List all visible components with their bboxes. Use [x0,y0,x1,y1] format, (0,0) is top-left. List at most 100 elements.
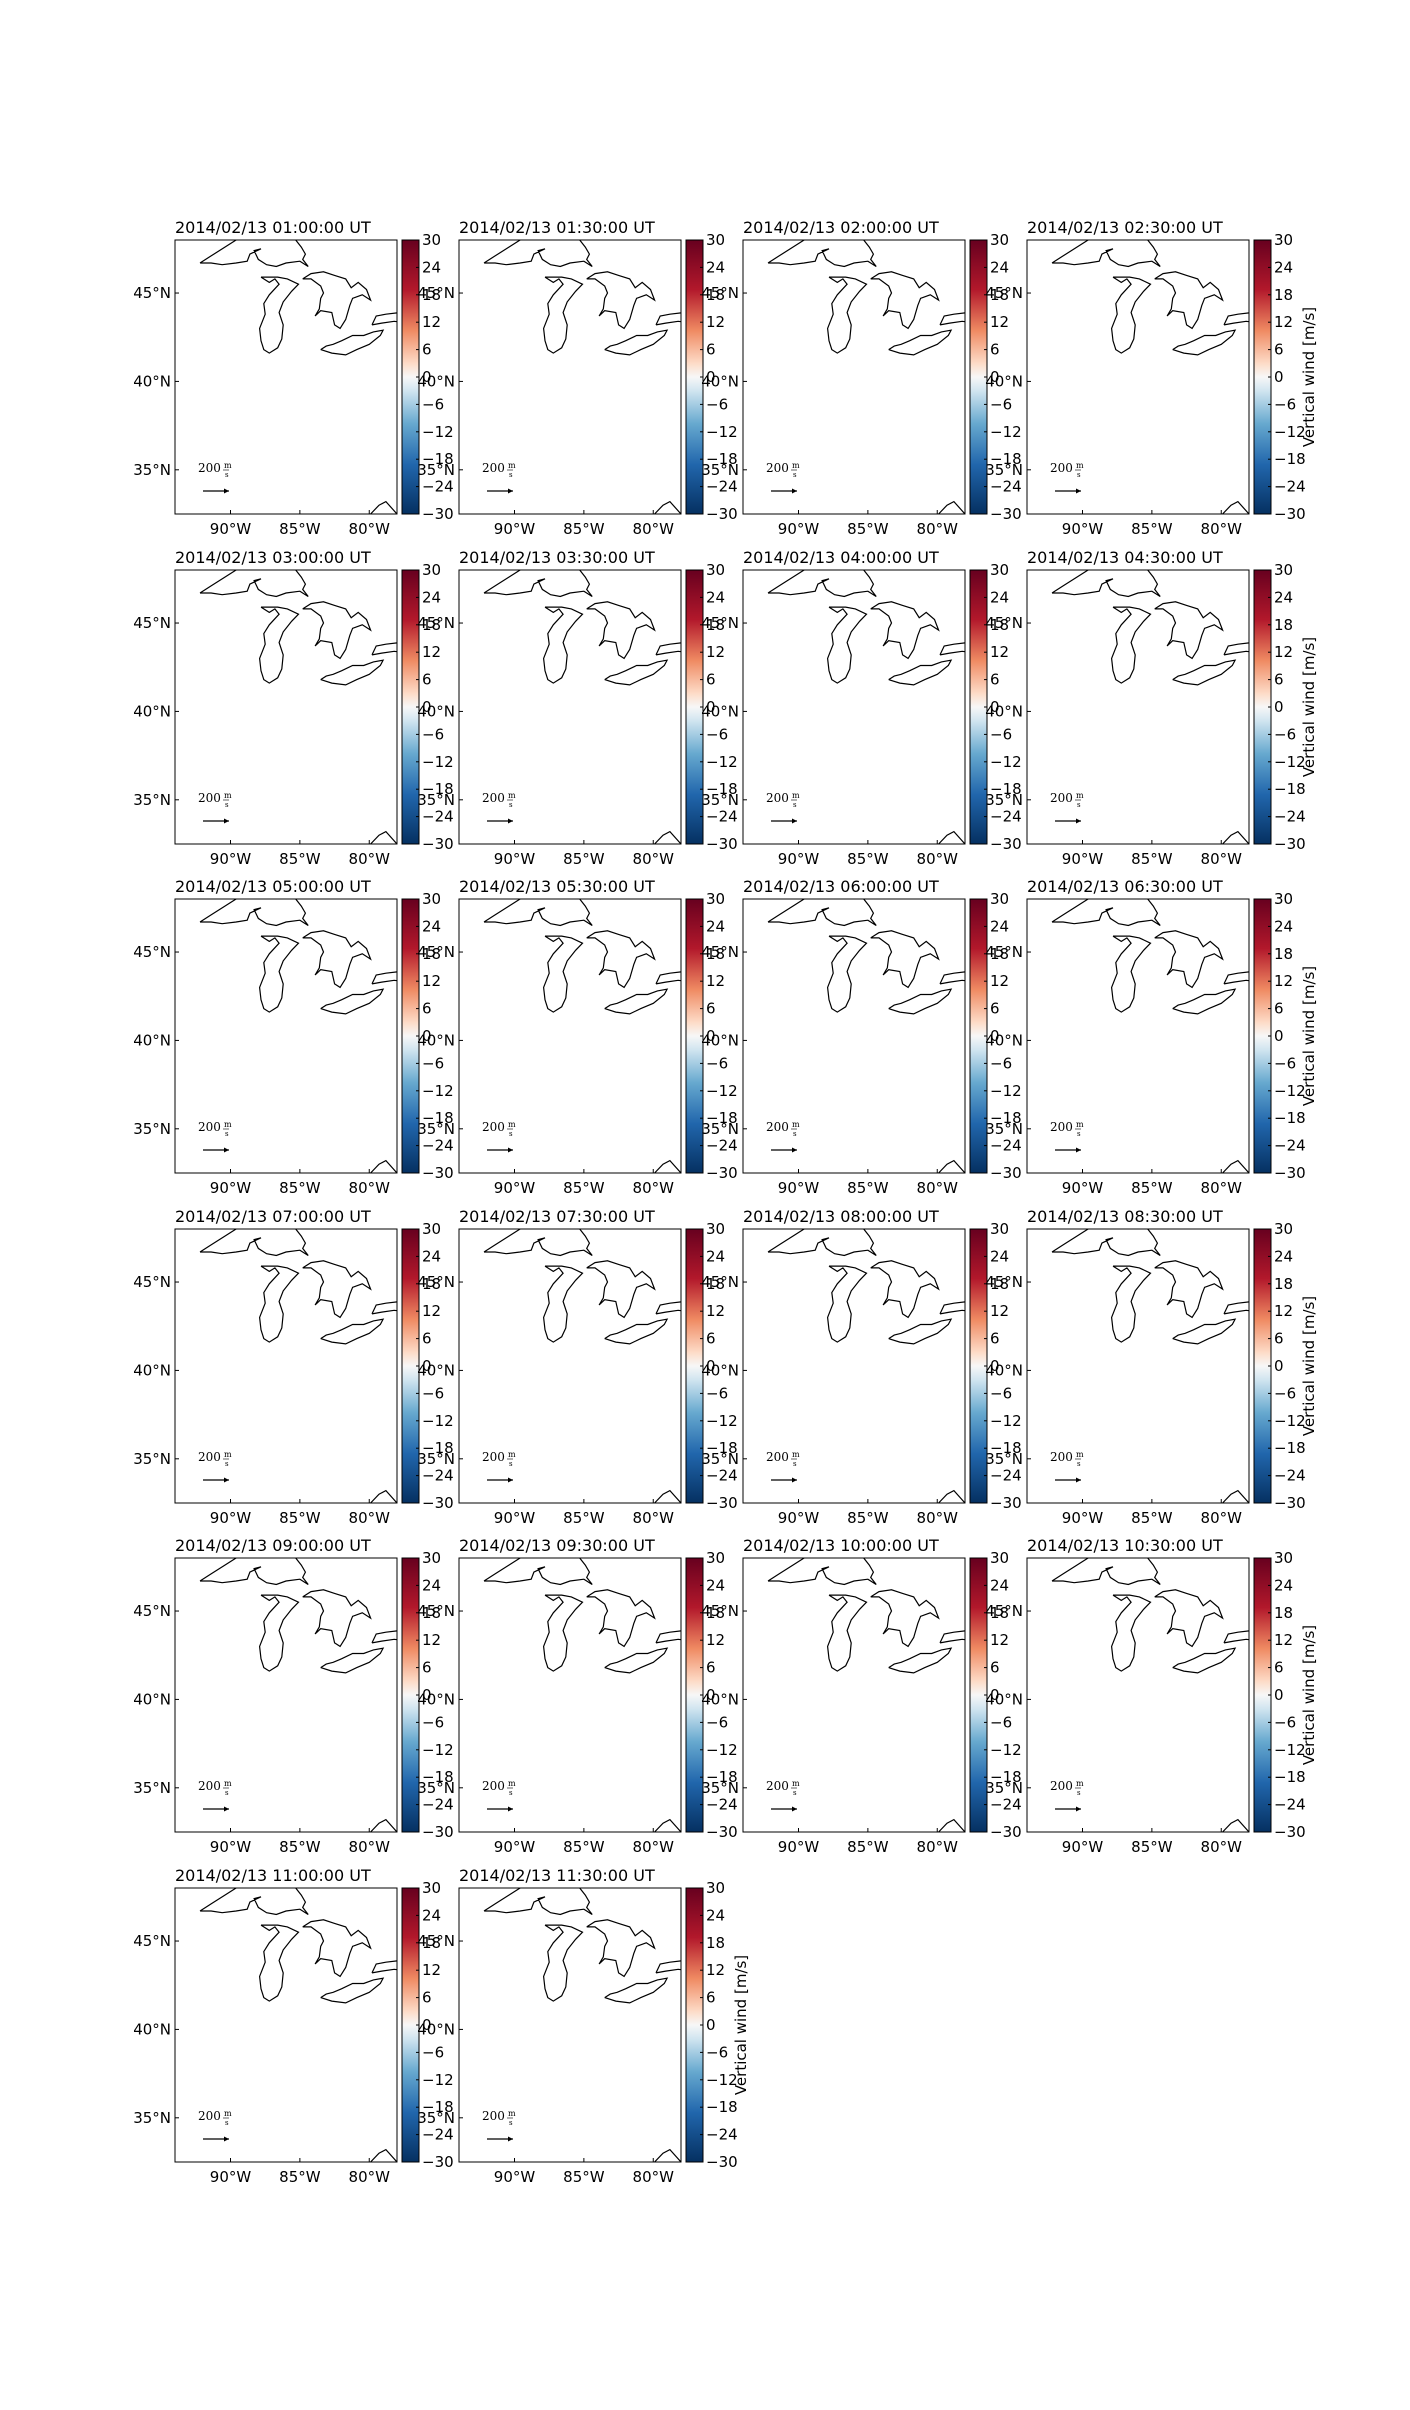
colorbar-tick-label: 18 [990,286,1009,304]
panel-title: 2014/02/13 11:30:00 UT [459,1866,655,1885]
panel-title: 2014/02/13 02:00:00 UT [743,218,939,237]
colorbar-tick-label: 18 [990,945,1009,963]
lat-tick-label: 45°N [701,1273,739,1291]
colorbar-tick-label: −12 [990,1741,1022,1759]
colorbar-tick-label: 24 [1274,588,1293,606]
coastlines [199,1229,397,1503]
quiver-key-value: 200 [198,1779,221,1793]
colorbar-tick-label: −30 [422,835,454,853]
colorbar-tick-label: 0 [706,368,716,386]
coastline [199,240,309,268]
coastline [1051,240,1161,268]
quiver-key-unit-num: m [508,461,516,470]
colorbar-tick-label: −30 [706,1164,738,1182]
colorbar-tick-label: 30 [422,231,441,249]
colorbar-tick-label: 12 [422,972,441,990]
colorbar-tick-label: 30 [422,1879,441,1897]
colorbar-tick-label: 0 [706,1686,716,1704]
quiver-key-value: 200 [482,1779,505,1793]
colorbar-tick-label: −12 [422,1741,454,1759]
coastline [938,830,965,844]
coastline [870,601,940,660]
coastline [483,240,593,268]
colorbar-tick-label: −12 [706,423,738,441]
lat-tick-label: 35°N [417,1120,455,1138]
colorbar-tick-label: −18 [990,1439,1022,1457]
coastline [1051,570,1161,598]
map-panel: 2014/02/13 10:00:00 UT 90°W 85°W 80°W 35°N 40… [701,1536,1021,1856]
coastline [654,500,681,514]
lon-tick-label: 80°W [917,1838,959,1856]
colorbar-tick-label: 6 [1274,1000,1284,1018]
colorbar-tick-label: 6 [422,1000,432,1018]
lon-tick-label: 90°W [778,520,820,538]
colorbar-tick-label: −18 [990,1768,1022,1786]
coastlines [767,240,965,514]
colorbar-tick-label: −24 [1274,478,1306,496]
colorbar-tick-label: 6 [706,1659,716,1677]
panel-grid: 2014/02/13 01:00:00 UT 90°W 85°W 80°W 35°N 40… [133,218,1318,2186]
coastline [1154,271,1224,330]
lon-tick-label: 80°W [917,1509,959,1527]
coastline [586,1260,656,1319]
coastline [542,935,584,1013]
lon-tick-label: 80°W [633,1509,675,1527]
quiver-key-arrowhead [1076,488,1081,494]
lon-tick-label: 90°W [494,1838,536,1856]
coastline [258,276,300,354]
lon-tick-label: 80°W [1201,1179,1243,1197]
colorbar-tick-label: 0 [422,1686,432,1704]
quiver-key-arrowhead [508,488,513,494]
colorbar-tick-label: 24 [706,917,725,935]
colorbar-tick-label: −12 [422,753,454,771]
colorbar-tick-label: 0 [990,368,1000,386]
quiver-key-unit-num: m [508,1779,516,1788]
colorbar-label: Vertical wind [m/s] [1300,637,1318,777]
colorbar-tick-label: 6 [990,1000,1000,1018]
coastline [586,271,656,330]
coastline [320,988,385,1015]
colorbar-tick-label: −18 [422,450,454,468]
map-panel: 2014/02/13 10:30:00 UT 90°W 85°W 80°W 35°N 40… [985,1536,1318,1856]
colorbar-tick-label: 12 [422,1302,441,1320]
colorbar-tick-label: −24 [1274,808,1306,826]
colorbar-tick-label: −12 [1274,1082,1306,1100]
colorbar-tick-label: 24 [422,917,441,935]
colorbar-tick-label: 18 [706,945,725,963]
lat-tick-label: 45°N [985,943,1023,961]
colorbar-tick-label: −6 [706,1713,728,1731]
panel-title: 2014/02/13 04:00:00 UT [743,548,939,567]
lon-tick-label: 80°W [1201,1509,1243,1527]
colorbar-tick-label: 6 [422,1330,432,1348]
colorbar-tick-label: 30 [1274,890,1293,908]
lat-tick-label: 35°N [985,1450,1023,1468]
panel-title: 2014/02/13 08:00:00 UT [743,1207,939,1226]
lat-tick-label: 45°N [701,614,739,632]
colorbar-tick-label: −18 [422,1768,454,1786]
colorbar-tick-label: −30 [1274,835,1306,853]
coastlines [1051,570,1249,844]
coastline [1154,1589,1224,1648]
panel-title: 2014/02/13 08:30:00 UT [1027,1207,1223,1226]
coastlines [199,1558,397,1832]
colorbar-tick-label: −6 [422,725,444,743]
lat-tick-label: 35°N [701,791,739,809]
lon-tick-label: 90°W [1062,1179,1104,1197]
colorbar-tick-label: 12 [1274,313,1293,331]
colorbar-tick-label: 12 [1274,972,1293,990]
lat-tick-label: 40°N [701,702,739,720]
coastlines [199,899,397,1173]
quiver-key-value: 200 [1050,791,1073,805]
colorbar-tick-label: 0 [1274,368,1284,386]
coastline [654,1489,681,1503]
colorbar-tick-label: −12 [422,423,454,441]
colorbar-tick-label: −18 [990,1109,1022,1127]
coastlines [1051,899,1249,1173]
colorbar-tick-label: 18 [990,1604,1009,1622]
colorbar-tick-label: 6 [706,341,716,359]
coastlines [199,1888,397,2162]
colorbar-tick-label: 18 [1274,286,1293,304]
colorbar-tick-label: −18 [1274,1768,1306,1786]
coastline [654,830,681,844]
colorbar-tick-label: 30 [422,1220,441,1238]
